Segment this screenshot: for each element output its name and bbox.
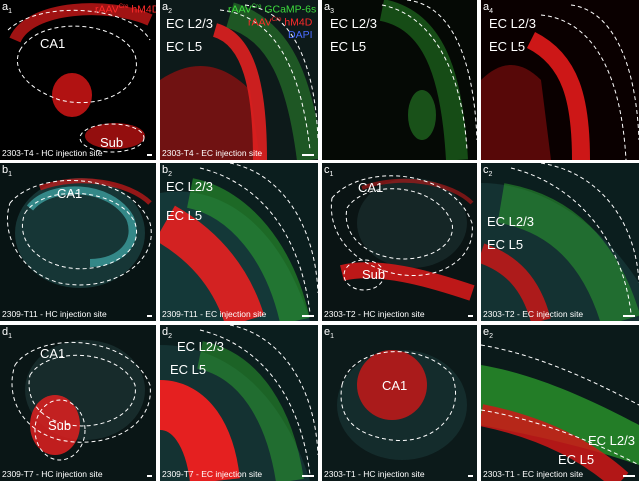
micrograph-a1 (7, 3, 153, 153)
caption-a1: 2303-T4 - HC injection site (2, 147, 103, 158)
panel-c1: c1 CA1 Sub 2303-T2 - HC injection site (322, 163, 477, 321)
caption-e2: 2303-T1 - EC injection site (483, 468, 584, 479)
caption-c2: 2303-T2 - EC injection site (483, 308, 584, 319)
region-label-ec-l23-a3: EC L2/3 (330, 16, 377, 31)
micrograph-a4 (481, 0, 639, 160)
panel-label-b2: b2 (162, 164, 173, 179)
micrograph-b1 (0, 163, 156, 321)
panel-e1: e1 CA1 2303-T1 - HC injection site (322, 325, 477, 481)
region-label-ca1-e1: CA1 (382, 378, 408, 393)
micrograph-e2 (481, 325, 639, 481)
panel-e2: e2 EC L2/3 EC L5 2303-T1 - EC injection … (481, 325, 639, 481)
region-label-ec-l5-e2: EC L5 (558, 452, 595, 467)
region-label-ec-l23-c2: EC L2/3 (487, 214, 534, 229)
region-label-ec-l5-c2: EC L5 (487, 237, 524, 252)
caption-e1: 2303-T1 - HC injection site (324, 468, 425, 479)
scale-bar-e2 (623, 475, 635, 477)
panel-label-a4: a4 (483, 1, 494, 16)
panel-label-e1: e1 (324, 326, 335, 341)
panel-a4: a4 EC L2/3 EC L5 (481, 0, 639, 160)
panel-a1: a1 rAAVCre hM4D CA1 Sub 2303-T4 - HC inj… (0, 0, 156, 160)
caption-c1: 2303-T2 - HC injection site (324, 308, 425, 319)
legend-hm4d: rAAVCre hM4D (95, 3, 156, 16)
region-label-ec-l23: EC L2/3 (166, 16, 213, 31)
scale-bar-b2 (302, 315, 314, 317)
scale-bar-d2 (302, 475, 314, 477)
region-label-ec-l5-d2: EC L5 (170, 362, 207, 377)
panel-d1: d1 CA1 Sub 2309-T7 - HC injection site (0, 325, 156, 481)
region-label-ca1-b1: CA1 (57, 186, 83, 201)
region-label-ca1-c1: CA1 (358, 180, 384, 195)
legend-dapi: DAPI (288, 29, 313, 41)
micrograph-a2 (160, 0, 318, 160)
panel-label-a3: a3 (324, 1, 335, 16)
micrograph-b2 (160, 163, 318, 321)
panel-label-b1: b1 (2, 164, 13, 179)
region-label-ec-l5: EC L5 (166, 39, 203, 54)
panel-label-e2: e2 (483, 326, 494, 341)
region-label-ec-l5-a3: EC L5 (330, 39, 367, 54)
scale-bar-b1 (147, 315, 152, 317)
region-label-ec-l5-a4: EC L5 (489, 39, 526, 54)
region-label-ca1-d1: CA1 (40, 346, 66, 361)
panel-label-d1: d1 (2, 326, 13, 341)
scale-bar-e1 (468, 475, 473, 477)
micrograph-c1 (322, 163, 477, 321)
panel-a2: a2 rAAVCre GCaMP-6s rAAVCre hM4D DAPI EC… (160, 0, 318, 160)
panel-d2: d2 EC L2/3 EC L5 2309-T7 - EC injection … (160, 325, 318, 481)
panel-label-c1: c1 (324, 164, 334, 179)
scale-bar-a1 (147, 154, 152, 156)
micrograph-d2 (160, 325, 318, 481)
legend-gcamp: rAAVCre GCaMP-6s (228, 3, 317, 16)
micrograph-e1 (322, 325, 477, 481)
caption-d2: 2309-T7 - EC injection site (162, 468, 263, 479)
scale-bar-d1 (147, 475, 152, 477)
scale-bar-c1 (468, 315, 473, 317)
panel-label-a1: a1 (2, 1, 13, 16)
caption-b2: 2309-T11 - EC injection site (162, 308, 267, 319)
panel-label-a2: a2 (162, 1, 173, 16)
region-label-sub-c1: Sub (362, 267, 386, 282)
caption-b1: 2309-T11 - HC injection site (2, 308, 107, 319)
scale-bar-c2 (623, 315, 635, 317)
region-label-sub-d1: Sub (48, 418, 72, 433)
region-label-ec-l23-d2: EC L2/3 (177, 339, 224, 354)
panel-c2: c2 EC L2/3 EC L5 2303-T2 - EC injection … (481, 163, 639, 321)
region-label-ec-l23-e2: EC L2/3 (588, 433, 635, 448)
legend-hm4d-2: rAAVCre hM4D (248, 16, 313, 29)
panel-b1: b1 CA1 2309-T11 - HC injection site (0, 163, 156, 321)
micrograph-a3 (322, 0, 477, 160)
region-label-sub: Sub (100, 135, 124, 150)
panel-a3: a3 EC L2/3 EC L5 (322, 0, 477, 160)
panel-label-c2: c2 (483, 164, 493, 179)
region-label-ec-l5-b2: EC L5 (166, 208, 203, 223)
region-label-ec-l23-b2: EC L2/3 (166, 179, 213, 194)
caption-d1: 2309-T7 - HC injection site (2, 468, 103, 479)
scale-bar-a2 (302, 154, 314, 156)
region-label-ec-l23-a4: EC L2/3 (489, 16, 536, 31)
panel-b2: b2 EC L2/3 EC L5 2309-T11 - EC injection… (160, 163, 318, 321)
panel-label-d2: d2 (162, 326, 173, 341)
region-label-ca1: CA1 (40, 36, 66, 51)
micrograph-c2 (481, 163, 639, 321)
caption-a2: 2303-T4 - EC injection site (162, 147, 263, 158)
micrograph-d1 (0, 325, 156, 481)
